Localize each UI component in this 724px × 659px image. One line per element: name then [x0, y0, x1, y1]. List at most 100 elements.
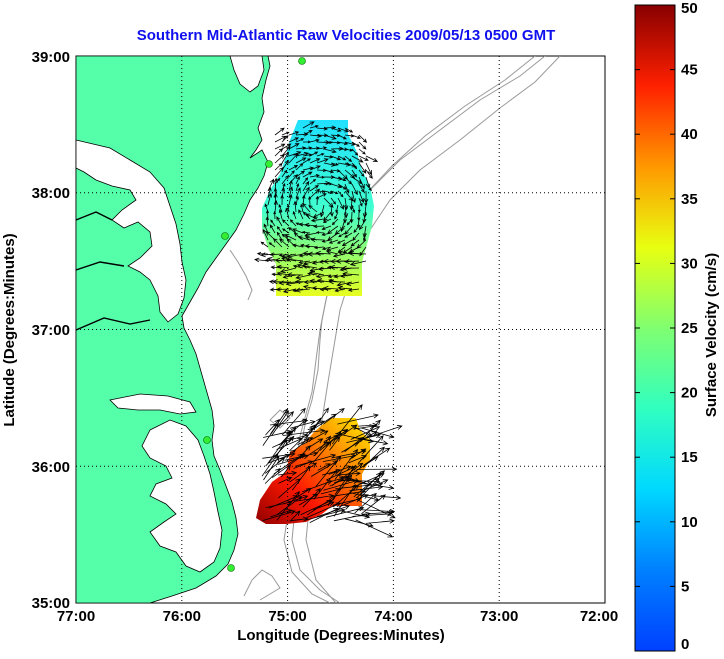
- velocity-vector: [330, 141, 341, 145]
- velocity-vector: [277, 470, 298, 476]
- colorbar-ticks: 0 5 10 15 20 25 30 35 40 45 50: [635, 0, 698, 653]
- velocity-vector: [316, 189, 326, 193]
- velocity-vector: [288, 179, 293, 192]
- velocity-vector: [310, 237, 325, 242]
- velocity-vector: [295, 183, 300, 192]
- velocity-vector: [278, 203, 283, 213]
- velocity-vector: [332, 253, 346, 258]
- velocity-vector: [270, 509, 293, 518]
- velocity-vector: [260, 241, 269, 248]
- velocity-vector: [278, 411, 295, 427]
- velocity-vector: [323, 148, 337, 154]
- y-tick-label: 37:00: [32, 322, 70, 339]
- velocity-vector: [323, 140, 333, 144]
- velocity-vector: [276, 226, 283, 234]
- velocity-vector: [337, 183, 348, 190]
- velocity-vector: [337, 134, 347, 140]
- chart-title: Southern Mid-Atlantic Raw Velocities 200…: [137, 27, 555, 44]
- velocity-vector: [285, 207, 290, 220]
- velocity-vector: [274, 257, 290, 263]
- velocity-vector: [330, 183, 343, 189]
- velocity-vector: [301, 430, 329, 445]
- velocity-vector: [348, 250, 367, 257]
- velocity-vector: [301, 230, 311, 234]
- velocity-vector: [303, 279, 318, 285]
- velocity-vector: [357, 204, 361, 214]
- velocity-vector: [295, 151, 309, 157]
- velocity-vector: [288, 143, 300, 150]
- velocity-vector: [293, 200, 298, 213]
- velocity-vector: [365, 518, 396, 524]
- velocity-vector: [353, 470, 386, 498]
- velocity-vector: [344, 258, 360, 264]
- velocity-vector: [323, 479, 359, 491]
- velocity-vector: [337, 127, 350, 133]
- velocity-vector: [265, 216, 270, 227]
- x-tick-label: 75:00: [268, 608, 306, 625]
- velocity-vector: [365, 183, 372, 192]
- velocity-vector: [330, 162, 339, 166]
- velocity-vector: [302, 180, 310, 192]
- velocity-vector: [328, 239, 339, 244]
- velocity-vector: [338, 404, 363, 435]
- velocity-vector: [323, 408, 345, 425]
- velocity-vector: [344, 141, 356, 146]
- velocity-vector: [315, 231, 325, 235]
- velocity-vector: [336, 239, 346, 244]
- velocity-vector: [281, 256, 297, 262]
- velocity-vector: [283, 495, 309, 505]
- velocity-vector: [358, 176, 365, 190]
- velocity-vector: [287, 227, 297, 234]
- velocity-vector: [337, 155, 347, 161]
- velocity-vector: [308, 204, 318, 213]
- velocity-vector: [344, 127, 354, 133]
- velocity-vector: [351, 148, 359, 156]
- velocity-vector: [352, 511, 393, 517]
- velocity-vector: [338, 232, 346, 238]
- velocity-vector: [340, 218, 346, 233]
- velocity-vector: [333, 484, 356, 517]
- velocity-vector: [356, 508, 396, 514]
- velocity-vector: [310, 460, 339, 477]
- x-axis: 77:00 76:00 75:00 74:00 73:00 72:00 Long…: [57, 608, 618, 644]
- velocity-vector: [273, 210, 277, 220]
- velocity-vector: [328, 279, 346, 285]
- velocity-vector: [316, 504, 351, 518]
- velocity-vector: [267, 192, 273, 206]
- velocity-vector: [321, 232, 332, 236]
- velocity-vector: [334, 211, 339, 220]
- velocity-vector: [343, 212, 347, 224]
- velocity-vector: [302, 211, 311, 220]
- velocity-vector: [337, 197, 344, 210]
- velocity-vector: [354, 419, 381, 447]
- velocity-vector: [312, 224, 325, 229]
- velocity-vector: [344, 518, 374, 528]
- velocity-vector: [295, 132, 309, 137]
- velocity-vector: [269, 224, 276, 234]
- velocity-vector: [360, 494, 402, 501]
- velocity-vector: [281, 143, 292, 150]
- velocity-vector: [289, 420, 316, 429]
- velocity-vector: [337, 471, 362, 477]
- velocity-vector: [271, 410, 290, 436]
- velocity-vector: [308, 270, 325, 276]
- velocity-vector: [321, 225, 332, 230]
- colorbar-tick-label: 10: [681, 514, 698, 531]
- velocity-vector: [347, 287, 360, 292]
- velocity-vector: [281, 407, 306, 436]
- velocity-vector: [344, 436, 364, 453]
- velocity-vector: [344, 225, 353, 235]
- velocity-vector: [276, 437, 303, 450]
- velocity-vector: [344, 148, 354, 152]
- x-tick-label: 77:00: [57, 608, 95, 625]
- velocity-vector: [358, 190, 365, 204]
- velocity-vector: [274, 143, 286, 150]
- velocity-vector: [359, 218, 367, 231]
- velocity-vector: [292, 210, 297, 220]
- velocity-vector: [337, 424, 358, 439]
- radar-stations: [203, 57, 306, 572]
- velocity-vector: [323, 211, 332, 222]
- velocity-vector: [291, 465, 311, 491]
- velocity-vector: [315, 273, 332, 279]
- velocity-vector: [281, 135, 289, 143]
